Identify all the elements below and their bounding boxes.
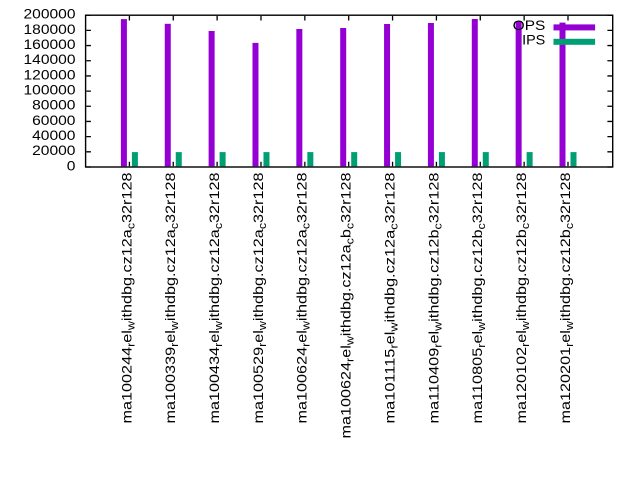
svg-text:ma100434relwithdbg.cz12ac32r12: ma100434relwithdbg.cz12ac32r128 — [207, 172, 225, 423]
svg-text:ma110409relwithdbg.cz12bc32r12: ma110409relwithdbg.cz12bc32r128 — [426, 172, 444, 423]
svg-text:OPS: OPS — [513, 18, 546, 33]
svg-text:100000: 100000 — [24, 83, 76, 98]
svg-text:20000: 20000 — [32, 143, 76, 158]
svg-text:ma101115relwithdbg.cz12ac32r12: ma101115relwithdbg.cz12ac32r128 — [382, 172, 400, 423]
svg-text:ma120201relwithdbg.cz12bc32r12: ma120201relwithdbg.cz12bc32r128 — [558, 172, 576, 423]
svg-text:80000: 80000 — [32, 98, 76, 113]
svg-text:200000: 200000 — [24, 7, 76, 22]
svg-text:0: 0 — [67, 158, 76, 173]
svg-text:ma100339relwithdbg.cz12ac32r12: ma100339relwithdbg.cz12ac32r128 — [163, 172, 181, 423]
svg-text:ma100624relwithdbg.cz12ac32r12: ma100624relwithdbg.cz12ac32r128 — [295, 172, 313, 423]
svg-text:ma100624relwithdbg.cz12acbc32r: ma100624relwithdbg.cz12acbc32r128 — [339, 172, 357, 438]
svg-text:ma120102relwithdbg.cz12bc32r12: ma120102relwithdbg.cz12bc32r128 — [514, 172, 532, 423]
svg-text:40000: 40000 — [32, 128, 76, 143]
svg-text:120000: 120000 — [24, 67, 76, 82]
svg-text:ma100529relwithdbg.cz12ac32r12: ma100529relwithdbg.cz12ac32r128 — [251, 172, 269, 423]
svg-text:ma110805relwithdbg.cz12bc32r12: ma110805relwithdbg.cz12bc32r128 — [470, 172, 488, 423]
svg-text:140000: 140000 — [24, 52, 76, 67]
svg-text:160000: 160000 — [24, 37, 76, 52]
svg-text:ma100244relwithdbg.cz12ac32r12: ma100244relwithdbg.cz12ac32r128 — [119, 172, 137, 423]
svg-text:180000: 180000 — [24, 22, 76, 37]
svg-text:60000: 60000 — [32, 113, 76, 128]
svg-text:IPS: IPS — [522, 32, 545, 47]
